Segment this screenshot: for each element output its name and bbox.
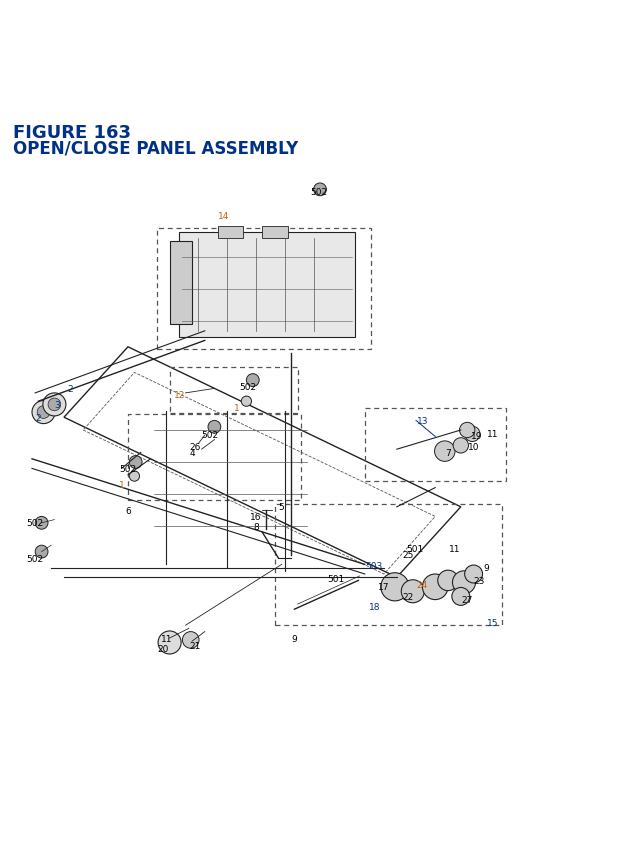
- Text: 3: 3: [55, 400, 60, 410]
- Text: 501: 501: [328, 574, 344, 583]
- Circle shape: [129, 456, 142, 469]
- Text: 16: 16: [250, 512, 262, 521]
- Bar: [365, 408, 506, 481]
- Circle shape: [35, 517, 48, 530]
- Text: 12: 12: [173, 391, 185, 400]
- Circle shape: [452, 571, 476, 594]
- Text: 502: 502: [27, 518, 44, 528]
- Text: 502: 502: [202, 430, 218, 439]
- Circle shape: [460, 423, 475, 438]
- Text: 502: 502: [310, 189, 327, 197]
- Bar: [262, 227, 288, 238]
- Text: FIGURE 163: FIGURE 163: [13, 124, 131, 142]
- Bar: [218, 227, 243, 238]
- Text: 27: 27: [461, 596, 473, 604]
- Circle shape: [435, 442, 455, 461]
- Circle shape: [35, 546, 48, 558]
- Text: 501: 501: [406, 544, 423, 554]
- Text: 23: 23: [473, 576, 484, 585]
- Text: 20: 20: [157, 645, 169, 653]
- Text: 9: 9: [292, 634, 297, 643]
- Circle shape: [465, 427, 480, 442]
- Text: 9: 9: [484, 563, 489, 573]
- Polygon shape: [179, 232, 355, 338]
- Circle shape: [129, 472, 140, 481]
- Circle shape: [241, 397, 252, 407]
- Text: 503: 503: [366, 561, 383, 571]
- Text: 13: 13: [417, 417, 428, 425]
- Circle shape: [43, 393, 66, 417]
- Text: 17: 17: [378, 583, 390, 592]
- Text: OPEN/CLOSE PANEL ASSEMBLY: OPEN/CLOSE PANEL ASSEMBLY: [13, 139, 298, 158]
- Text: 7: 7: [445, 449, 451, 457]
- Circle shape: [208, 421, 221, 434]
- Circle shape: [48, 399, 61, 412]
- Text: 25: 25: [403, 551, 414, 560]
- Circle shape: [246, 375, 259, 387]
- Text: 24: 24: [417, 580, 428, 590]
- Text: 21: 21: [189, 641, 201, 650]
- Text: 8: 8: [253, 522, 259, 531]
- Text: 19: 19: [471, 431, 483, 440]
- Text: 14: 14: [218, 212, 230, 220]
- Circle shape: [158, 631, 181, 654]
- Circle shape: [381, 573, 409, 601]
- Text: 11: 11: [449, 544, 460, 554]
- Bar: [157, 229, 371, 350]
- Text: 1: 1: [234, 404, 239, 412]
- Text: 11: 11: [161, 634, 172, 643]
- Text: 15: 15: [487, 618, 499, 627]
- Text: 18: 18: [369, 602, 380, 610]
- Bar: [275, 504, 502, 625]
- Circle shape: [465, 566, 483, 583]
- Bar: [128, 414, 301, 501]
- Circle shape: [453, 438, 468, 454]
- Text: 22: 22: [403, 592, 414, 601]
- Circle shape: [422, 574, 448, 600]
- Circle shape: [438, 571, 458, 591]
- Text: 6: 6: [125, 506, 131, 515]
- Circle shape: [314, 183, 326, 196]
- Circle shape: [401, 580, 424, 603]
- Text: 1: 1: [119, 480, 124, 489]
- Bar: [170, 368, 298, 413]
- Circle shape: [182, 632, 199, 648]
- Text: 11: 11: [487, 429, 499, 438]
- Text: 502: 502: [120, 464, 136, 474]
- Text: 10: 10: [468, 442, 479, 451]
- Text: 2: 2: [68, 385, 73, 393]
- Polygon shape: [170, 242, 192, 325]
- Text: 5: 5: [279, 503, 284, 511]
- Circle shape: [452, 588, 470, 605]
- Text: 502: 502: [240, 382, 257, 392]
- Text: 4: 4: [189, 449, 195, 457]
- Text: 2: 2: [36, 413, 41, 422]
- Text: 502: 502: [27, 554, 44, 563]
- Circle shape: [37, 406, 50, 419]
- Text: 26: 26: [189, 442, 201, 451]
- Circle shape: [32, 401, 55, 424]
